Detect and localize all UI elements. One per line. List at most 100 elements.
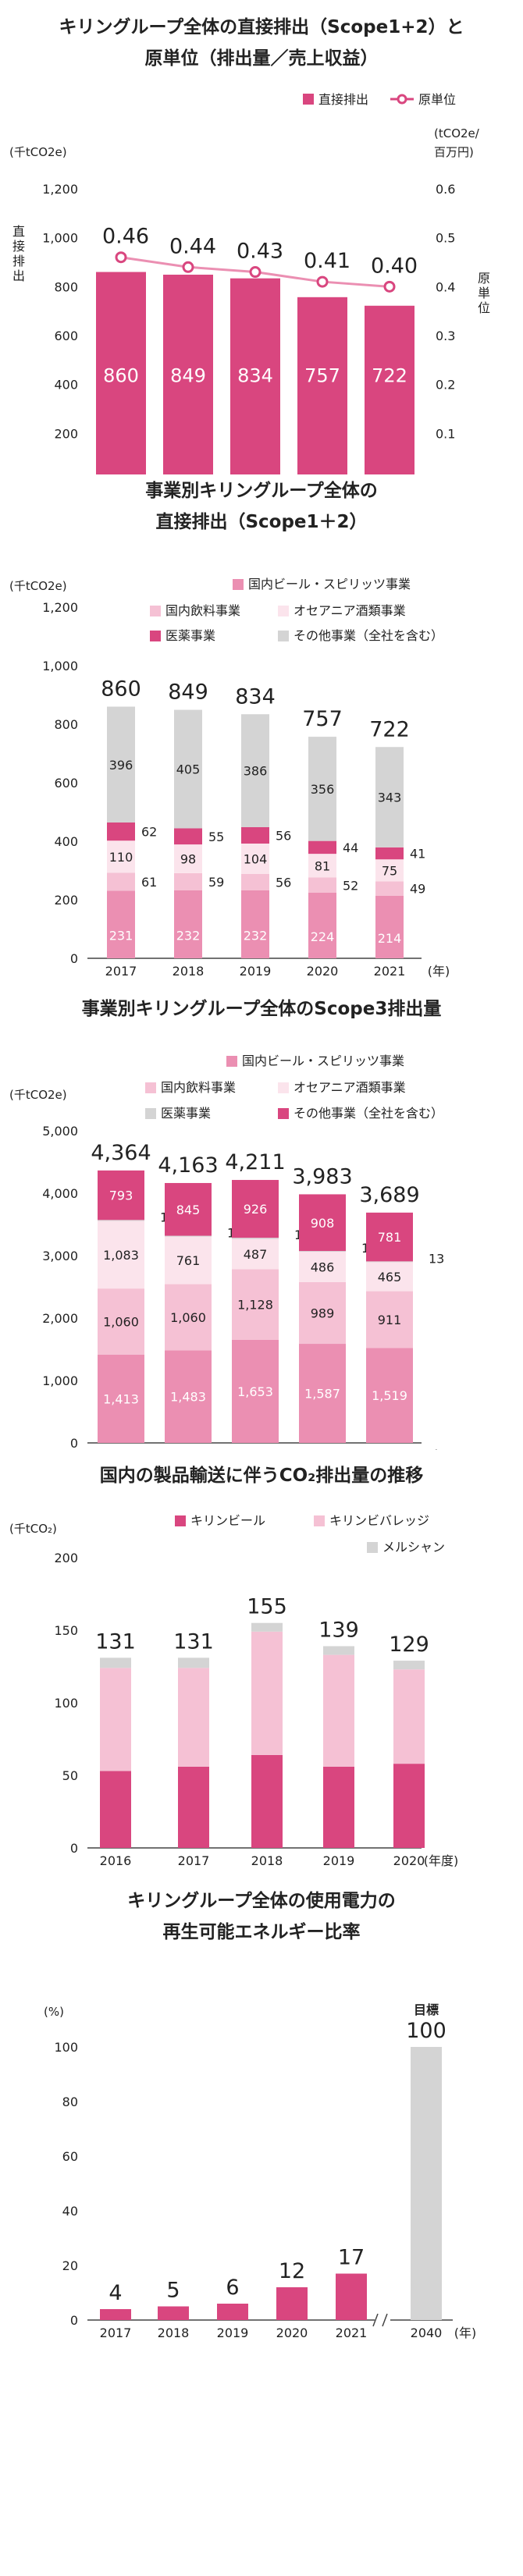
chart2-bar-2018-s4 bbox=[174, 709, 202, 829]
chart2-legend-4-swatch bbox=[278, 631, 289, 641]
chart4-bar-2016-s2 bbox=[100, 1658, 131, 1668]
chart2-label-2019-s0: 232 bbox=[244, 929, 268, 943]
chart4-svg: 国内の製品輸送に伴うCO₂排出量の推移 (千tCO₂) キリンビール キリンビバレッジ… bbox=[9, 1465, 459, 1868]
chart4-ytick-2: 100 bbox=[54, 1696, 78, 1711]
chart2-bar-2018-s3 bbox=[174, 828, 202, 845]
chart3-bar-2020-s0 bbox=[299, 1344, 346, 1443]
chart5-svg: キリングループ全体の使用電力の再生可能エネルギー比率(%)02040608010… bbox=[44, 1890, 476, 2340]
chart1-ytick-4: 800 bbox=[54, 279, 78, 294]
chart3-label-2019-s2: 487 bbox=[244, 1247, 268, 1262]
chart2-total-2019: 834 bbox=[235, 684, 276, 709]
chart2-ytick-4: 800 bbox=[54, 717, 78, 732]
chart4-title: 国内の製品輸送に伴うCO₂排出量の推移 bbox=[100, 1465, 424, 1486]
chart4-legend-1-swatch bbox=[314, 1515, 325, 1526]
chart2-total-2017: 860 bbox=[101, 677, 141, 702]
chart-scope12-intensity: キリングループ全体の直接排出（Scope1+2）と 原単位（排出量／売上収益） 直接… bbox=[0, 0, 523, 474]
chart4-x-unit: (年度) bbox=[424, 1853, 459, 1868]
chart1-y2tick-5: 0.5 bbox=[436, 231, 455, 246]
chart4-bar-2017-s2 bbox=[178, 1658, 209, 1668]
chart2-label-2019-s3: 56 bbox=[276, 829, 291, 844]
chart1-y2-unit-line1: (tCO2e/ bbox=[434, 126, 480, 140]
chart2-label-2020-s1: 52 bbox=[343, 878, 358, 893]
chart2-label-2021-s3: 41 bbox=[410, 847, 425, 862]
chart5-ytick-3: 60 bbox=[62, 2149, 78, 2164]
chart2-bar-2019-s0 bbox=[241, 890, 269, 958]
chart4-total-2020: 129 bbox=[389, 1633, 429, 1657]
chart1-line-point-2018 bbox=[182, 261, 194, 273]
chart3-bar-2021-s2 bbox=[366, 1262, 413, 1292]
chart5-target-label: 目標 bbox=[414, 2002, 439, 2017]
chart3-label-2018-s2: 761 bbox=[176, 1253, 201, 1268]
chart5-xtick-2021: 2021 bbox=[336, 2326, 368, 2340]
chart1-legend-line-marker bbox=[397, 94, 407, 105]
chart1-ylabel-char-2: 排 bbox=[12, 254, 25, 268]
chart2-label-2018-s2: 98 bbox=[180, 852, 196, 867]
chart2-bar-2019-s3 bbox=[241, 827, 269, 844]
chart3-label-2021-s3: 13 bbox=[429, 1251, 444, 1266]
chart2-label-2018-s0: 232 bbox=[176, 929, 201, 943]
chart1-y2label-char-1: 単 bbox=[478, 286, 490, 300]
chart5-xtick-2017: 2017 bbox=[100, 2326, 132, 2340]
chart3-bar-2018-s3 bbox=[165, 1235, 212, 1237]
chart3-xtick-2017: 2017 bbox=[105, 1448, 137, 1450]
chart5-xtick-2019: 2019 bbox=[217, 2326, 249, 2340]
chart3-legend-3-swatch bbox=[145, 1108, 156, 1119]
chart3-total-2017: 4,364 bbox=[91, 1141, 151, 1165]
chart1-legend-bar-label: 直接排出 bbox=[318, 92, 368, 107]
chart3-title: 事業別キリングループ全体のScope3排出量 bbox=[82, 998, 442, 1019]
chart3-label-2017-s4: 793 bbox=[109, 1189, 133, 1203]
chart5-bar-2018 bbox=[158, 2306, 189, 2320]
chart2-legend-1-label: 国内飲料事業 bbox=[165, 603, 240, 618]
chart4-bar-2016-s1 bbox=[100, 1668, 131, 1771]
chart1-bar-2017 bbox=[96, 272, 146, 474]
chart2-bar-2021-s4 bbox=[375, 747, 404, 847]
chart1-y2tick-4: 0.4 bbox=[436, 279, 455, 294]
chart2-label-2020-s2: 81 bbox=[315, 858, 330, 873]
chart2-xtick-2017: 2017 bbox=[105, 964, 137, 979]
chart4-ytick-1: 50 bbox=[62, 1768, 78, 1783]
chart2-label-2018-s3: 55 bbox=[208, 830, 224, 844]
chart1-y2tick-3: 0.3 bbox=[436, 329, 455, 343]
chart1-y2label-char-0: 原 bbox=[478, 271, 490, 286]
chart5-label-2021: 17 bbox=[338, 2246, 365, 2270]
chart1-y2tick-2: 0.2 bbox=[436, 378, 455, 393]
chart2-ytick-1: 200 bbox=[54, 893, 78, 908]
chart2-xtick-2018: 2018 bbox=[173, 964, 205, 979]
chart2-label-2017-s1: 61 bbox=[141, 875, 157, 890]
chart4-bar-2016-s0 bbox=[100, 1771, 131, 1848]
chart3-label-2017-s1: 1,060 bbox=[103, 1315, 139, 1330]
chart3-xtick-2019: 2019 bbox=[240, 1448, 272, 1450]
chart2-label-2018-s4: 405 bbox=[176, 762, 201, 777]
chart2-total-2018: 849 bbox=[168, 680, 208, 705]
chart4-bar-2017-s0 bbox=[178, 1766, 209, 1848]
chart3-bar-2017-s4 bbox=[98, 1170, 144, 1220]
chart1-y2-unit-line2: 百万円) bbox=[434, 145, 474, 159]
chart1-title-line2: 原単位（排出量／売上収益） bbox=[145, 48, 379, 69]
chart2-total-2020: 757 bbox=[302, 707, 343, 731]
chart1-y-unit: (千tCO2e) bbox=[9, 145, 67, 159]
chart2-bar-2017-s4 bbox=[107, 706, 135, 823]
chart2-xtick-2020: 2020 bbox=[307, 964, 339, 979]
chart3-bar-2019-s1 bbox=[232, 1269, 279, 1340]
chart2-label-2019-s1: 56 bbox=[276, 876, 291, 890]
chart3-bar-2020-s3 bbox=[299, 1251, 346, 1252]
chart2-label-2020-s4: 356 bbox=[311, 782, 335, 797]
chart2-total-2021: 722 bbox=[369, 717, 410, 741]
chart5-title-line1: キリングループ全体の使用電力の bbox=[127, 1890, 396, 1911]
chart3-bar-2019-s0 bbox=[232, 1339, 279, 1443]
chart2-xtick-2019: 2019 bbox=[240, 964, 272, 979]
chart2-bar-2020-s3 bbox=[308, 840, 336, 855]
chart3-bar-2020-s4 bbox=[299, 1194, 346, 1252]
chart5-label-2019: 6 bbox=[226, 2276, 239, 2300]
chart2-ytick-5: 1,000 bbox=[42, 659, 78, 673]
chart2-ytick-6: 1,200 bbox=[42, 600, 78, 615]
chart5-title-line2: 再生可能エネルギー比率 bbox=[163, 1921, 361, 1942]
chart3-bar-2019-s4 bbox=[232, 1180, 279, 1238]
chart3-legend-4-label: その他事業（全社を含む） bbox=[294, 1106, 443, 1121]
chart1-ytick-2: 400 bbox=[54, 378, 78, 393]
chart3-y-unit: (千tCO2e) bbox=[9, 1088, 67, 1102]
chart3-ytick-3: 3,000 bbox=[42, 1249, 78, 1263]
chart5-xtick-2020: 2020 bbox=[276, 2326, 308, 2340]
chart1-ytick-1: 200 bbox=[54, 426, 78, 441]
chart3-label-2021-s1: 911 bbox=[378, 1313, 402, 1327]
